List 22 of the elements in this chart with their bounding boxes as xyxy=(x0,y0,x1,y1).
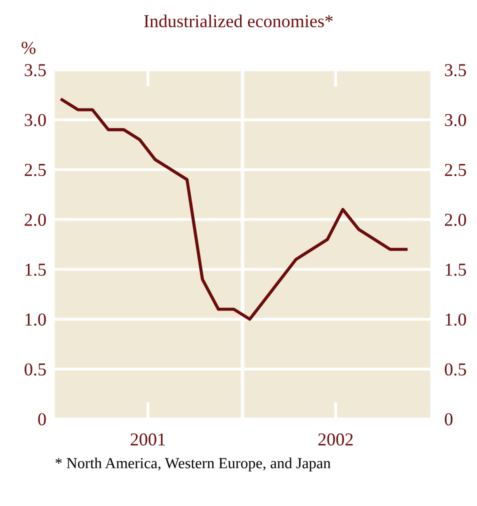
y2-tick-label: 1.0 xyxy=(446,313,466,326)
y2-tick-label: 2.0 xyxy=(444,214,466,226)
y2-tick-label: 2.5 xyxy=(444,164,466,176)
y2-tick-label: 0 xyxy=(444,413,452,426)
y-axis-title: % xyxy=(22,42,36,54)
y-tick-label: 0.5 xyxy=(24,363,46,376)
y2-tick-label: 3.5 xyxy=(445,64,466,76)
y-tick-label: 0 xyxy=(38,413,46,426)
y-tick-label: 2.5 xyxy=(24,164,46,176)
text: * North America, Western Europe, and Japan xyxy=(56,458,331,472)
x-tick-label: 2002 xyxy=(318,433,353,446)
y2-tick-label: 0.5 xyxy=(444,363,466,376)
line-series xyxy=(60,98,408,321)
y-tick-label: 2.0 xyxy=(24,214,46,226)
x-tick-label: 2001 xyxy=(130,433,165,446)
y-tick-label: 3.0 xyxy=(24,114,46,126)
y2-tick-label: 1.5 xyxy=(446,264,466,276)
y-tick-label: 3.5 xyxy=(24,64,46,76)
y-tick-label: 1.5 xyxy=(26,264,46,276)
chart-title: Industrialized economies* xyxy=(144,14,333,28)
y2-tick-label: 3.0 xyxy=(445,114,466,126)
y-tick-label: 1.0 xyxy=(26,313,46,326)
